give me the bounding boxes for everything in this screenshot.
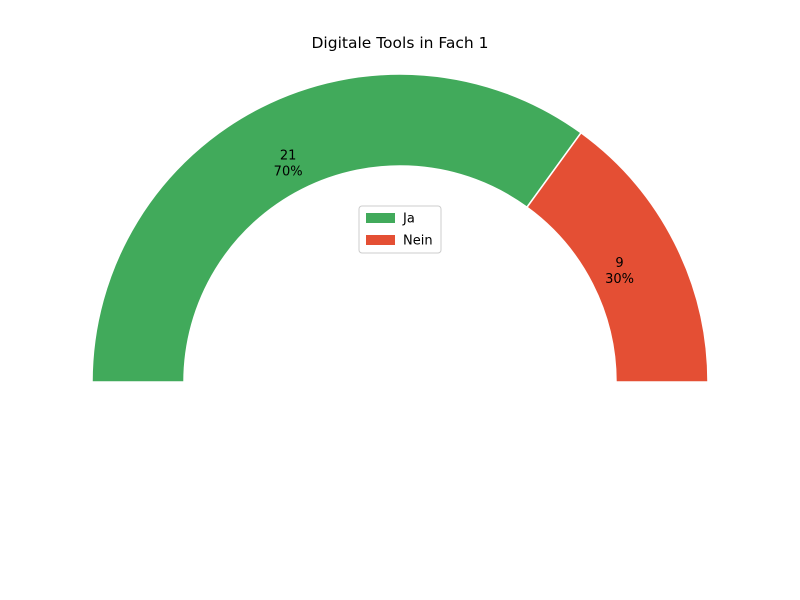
slice-percent-label: 70% — [274, 164, 303, 179]
slice-value-label: 21 — [280, 148, 297, 163]
slice-labels-group: 21 70% 9 30% — [274, 148, 634, 287]
slice-label-nein: 9 30% — [605, 256, 634, 287]
legend: Ja Nein — [358, 205, 442, 254]
slice-value-label: 9 — [615, 256, 623, 271]
slice-label-ja: 21 70% — [274, 148, 303, 179]
legend-swatch-nein — [366, 235, 395, 245]
slices-group — [91, 73, 709, 383]
chart-title: Digitale Tools in Fach 1 — [311, 34, 488, 52]
slice-ja — [91, 73, 583, 383]
slice-nein — [525, 131, 709, 383]
legend-label-ja: Ja — [402, 212, 415, 227]
legend-swatch-ja — [366, 213, 395, 223]
legend-label-nein: Nein — [403, 234, 433, 249]
slice-percent-label: 30% — [605, 272, 634, 287]
